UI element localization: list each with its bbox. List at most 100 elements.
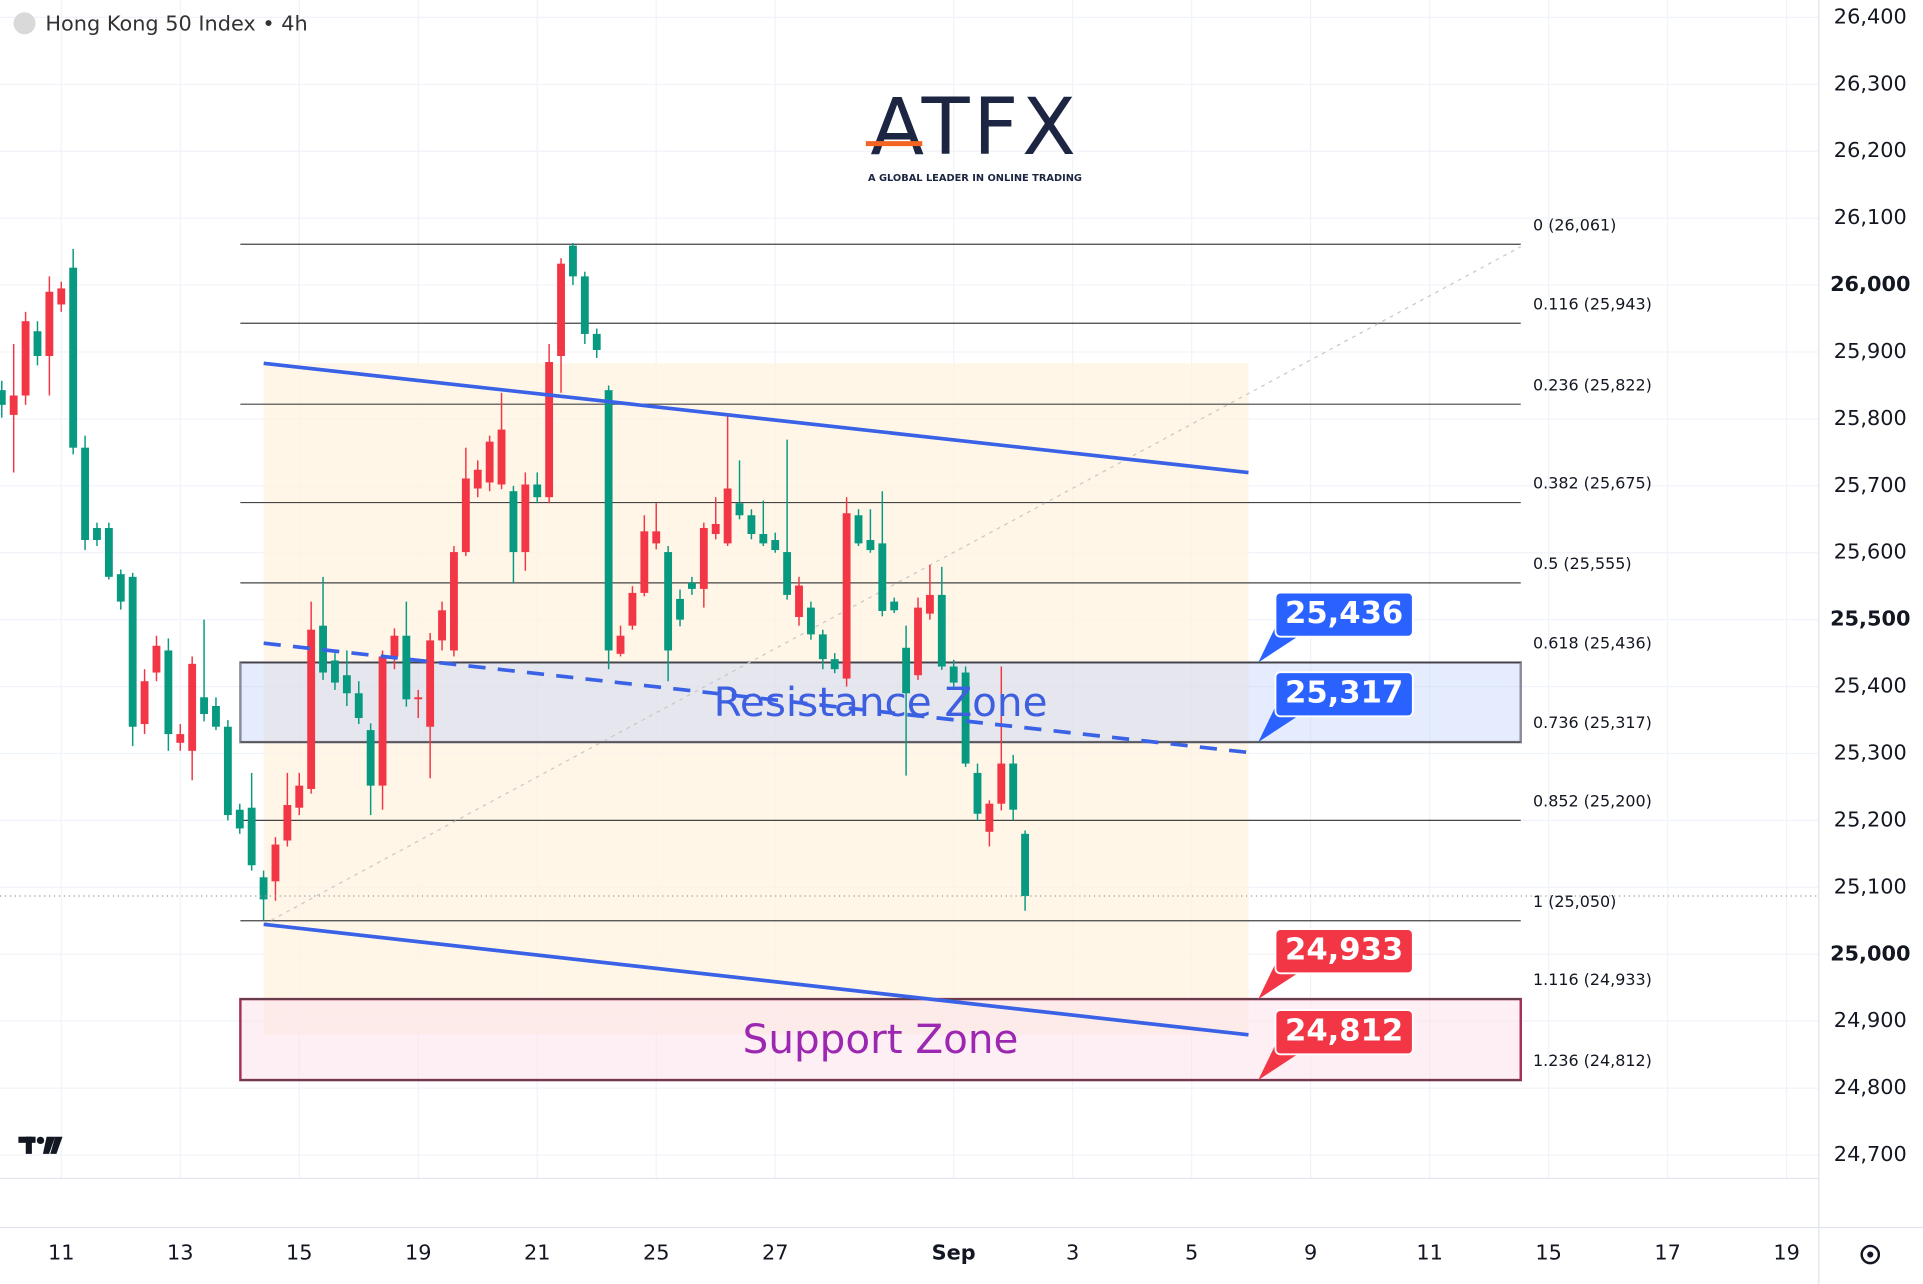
candle-body [9,395,18,415]
fib-label: 0.736 (25,317) [1533,713,1652,732]
candle-body [212,705,220,727]
candle-body [759,534,768,544]
fib-label: 0.116 (25,943) [1533,294,1652,313]
x-tick-label: Sep [932,1240,976,1264]
callout-label: 24,933 [1285,933,1403,968]
y-tick-label: 24,900 [1834,1008,1907,1032]
candle-body [164,650,173,735]
callout-badge [1274,1009,1414,1056]
y-tick-label: 25,300 [1834,740,1907,764]
y-tick-label: 25,200 [1834,807,1907,831]
overlays: 0 (26,061) 0.116 (25,943) 0.236 (25,822) 0.… [263,215,1652,1081]
candle-body [997,763,1006,804]
logo-tagline: A GLOBAL LEADER IN ONLINE TRADING [868,173,1082,184]
candle-body [687,582,696,589]
candle-body [21,321,30,396]
candle-body [104,527,113,577]
candle-body [331,660,339,683]
candle-body [223,726,232,816]
tv-logo-part [50,1136,63,1154]
candle-body [533,484,542,498]
candle-body [866,540,875,551]
y-tick-label: 25,100 [1834,874,1907,898]
candle-body [902,647,911,694]
candle-body [45,291,54,357]
candle-body [616,635,625,654]
y-tick-label: 24,800 [1834,1075,1907,1099]
y-tick-label: 26,200 [1834,138,1907,162]
candle-body [592,333,601,350]
channel-upper-line [263,361,1249,475]
fib-label: 1.236 (24,812) [1533,1051,1652,1070]
fib-label: 0.852 (25,200) [1533,792,1652,811]
settings-gear[interactable] [1860,1244,1881,1265]
tv-logo-part [25,1136,32,1154]
candle-body [188,663,197,751]
candle-body [711,523,720,535]
candle-body [949,666,958,683]
candle-body [200,697,208,715]
candle-body [925,594,934,614]
logo: ATFX A GLOBAL LEADER IN ONLINE TRADING [865,81,1082,184]
callout-badge [1274,591,1414,638]
candle-body [247,807,256,866]
candle-body [259,877,268,900]
candle-body [854,515,863,544]
candle-body [140,681,149,725]
x-tick-label: 19 [405,1240,432,1264]
candle-body [1009,763,1018,810]
fib-label: 1.116 (24,933) [1533,970,1652,989]
x-tick-label: 21 [524,1240,551,1264]
x-tick-label: 5 [1185,1240,1198,1264]
fib-label: 0 (26,061) [1533,215,1616,234]
settings-icon[interactable] [1860,1244,1881,1265]
candle-body [676,598,684,620]
tv-logo-part [42,1136,56,1154]
candle-body [890,601,899,611]
settings-gear-center[interactable] [1867,1251,1874,1258]
callout-label: 25,436 [1285,596,1403,631]
candle-body [57,288,66,305]
x-tick-label: 9 [1304,1240,1317,1264]
candle-body [771,540,780,551]
candle-body [426,640,435,727]
tradingview-logo [18,1136,63,1154]
x-tick-label: 27 [762,1240,789,1264]
candle-body [973,772,982,814]
candle-body [81,447,90,541]
candle-body [271,844,280,882]
candle-body [438,610,446,641]
candle-body [521,484,530,553]
logo-text: ATFX [870,81,1079,173]
x-tick-label: 11 [1416,1240,1443,1264]
candle-body [307,629,316,789]
candle-body [176,734,185,743]
fib-label: 0.382 (25,675) [1533,474,1652,493]
candle-body [485,441,494,483]
callout-badge [1274,928,1414,975]
candle-body [985,803,994,832]
candle-body [450,552,458,651]
x-tick-label: 17 [1654,1240,1681,1264]
candle-body [842,513,851,679]
candle-body [461,478,470,553]
candle-body [295,785,304,808]
fib-trend-line [263,246,1522,925]
candle-body [545,362,554,498]
candle-body [69,267,78,448]
candle-body [640,531,649,593]
fib-label: 1 (25,050) [1533,892,1616,911]
candle-body [604,390,613,651]
x-tick-label: 25 [643,1240,670,1264]
zone-label: Resistance Zone [714,678,1048,726]
candle-body [818,634,827,660]
candle-body [937,594,946,667]
y-tick-label: 26,100 [1834,205,1907,229]
candle-body [402,635,411,700]
candle-body [961,672,970,764]
candles [0,242,1819,921]
candle-body [366,730,375,786]
y-tick-label: 26,400 [1834,4,1907,28]
